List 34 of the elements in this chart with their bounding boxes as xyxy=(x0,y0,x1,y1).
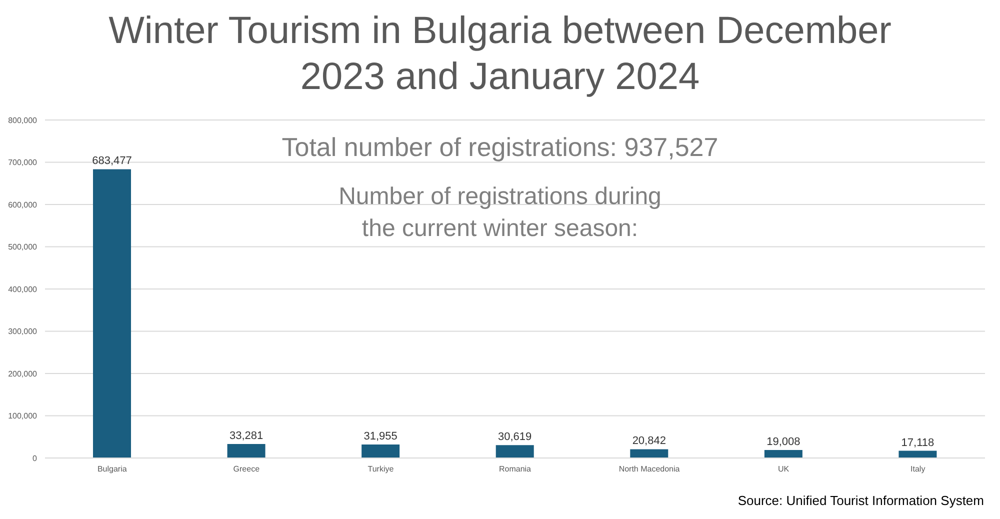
x-tick-label: Greece xyxy=(233,464,260,474)
x-tick-label: Turkiye xyxy=(368,464,394,474)
data-label: 31,955 xyxy=(364,430,398,442)
data-label: 30,619 xyxy=(498,431,532,444)
x-tick-label: Romania xyxy=(498,464,532,474)
x-tick-label: Bulgaria xyxy=(97,464,128,474)
data-label: 683,477 xyxy=(92,155,132,168)
y-tick-label: 0 xyxy=(32,454,38,463)
chart-title: Winter Tourism in Bulgaria between December 2023 and January 2024 xyxy=(108,9,892,100)
data-label: 20,842 xyxy=(632,435,666,448)
bar xyxy=(496,445,534,458)
bar xyxy=(764,450,802,458)
data-label: 33,281 xyxy=(229,430,264,442)
annotation: Number of registrations during the current winter season: xyxy=(338,182,662,244)
y-tick-label: 700,000 xyxy=(8,158,38,168)
y-tick-label: 200,000 xyxy=(8,369,38,378)
x-tick-label: UK xyxy=(778,464,790,474)
bar xyxy=(227,444,266,458)
x-tick-label: Italy xyxy=(910,464,926,474)
data-label: 19,008 xyxy=(766,436,800,448)
y-tick-label: 300,000 xyxy=(8,327,38,336)
y-tick-label: 600,000 xyxy=(8,200,38,210)
source-note: Source: Unified Tourist Information System xyxy=(738,493,984,508)
y-tick-label: 100,000 xyxy=(8,412,38,421)
y-tick-label: 400,000 xyxy=(8,284,38,294)
annotation: Total number of registrations: 937,527 xyxy=(280,132,720,163)
data-label: 17,118 xyxy=(901,436,934,449)
x-tick-label: North Macedonia xyxy=(618,464,680,474)
bar xyxy=(362,444,400,458)
bar xyxy=(93,169,131,458)
y-tick-label: 800,000 xyxy=(8,116,38,125)
bar xyxy=(898,450,937,458)
y-tick-label: 500,000 xyxy=(8,242,38,252)
bar xyxy=(630,449,668,458)
